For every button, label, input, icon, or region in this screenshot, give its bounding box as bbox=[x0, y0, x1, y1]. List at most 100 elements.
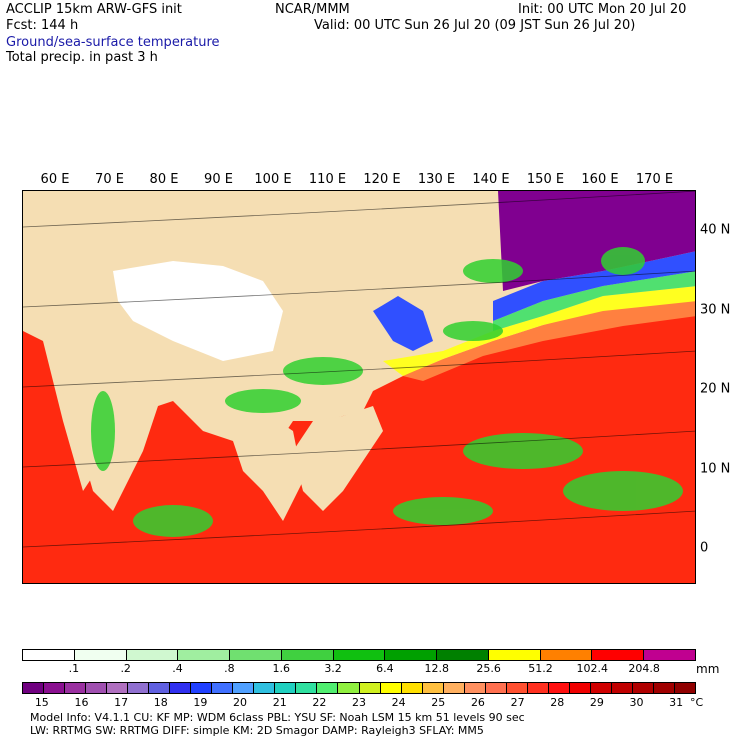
longitude-label: 170 E bbox=[635, 172, 674, 187]
temperature-color-cell bbox=[485, 683, 507, 693]
precip-color-cell bbox=[281, 650, 334, 660]
temperature-color-bar bbox=[22, 682, 696, 694]
temperature-color-cell bbox=[128, 683, 150, 693]
temperature-color-cell bbox=[86, 683, 108, 693]
temperature-tick-label: 16 bbox=[74, 696, 89, 709]
temperature-color-cell bbox=[338, 683, 360, 693]
indochina bbox=[223, 411, 303, 521]
precip-tick-label: 6.4 bbox=[376, 662, 394, 675]
temperature-color-cell bbox=[233, 683, 255, 693]
temperature-tick-label: 30 bbox=[629, 696, 644, 709]
precip-color-cell bbox=[333, 650, 386, 660]
temperature-color-cell bbox=[191, 683, 213, 693]
center-name: NCAR/MMM bbox=[275, 2, 350, 17]
model-title: ACCLIP 15km ARW-GFS init bbox=[6, 2, 182, 17]
temperature-color-cell bbox=[506, 683, 528, 693]
precip-tick-label: 3.2 bbox=[324, 662, 342, 675]
map-panel bbox=[22, 190, 696, 584]
temperature-color-cell bbox=[170, 683, 192, 693]
longitude-label: 90 E bbox=[204, 172, 233, 187]
ocean-mid bbox=[403, 299, 695, 381]
temperature-color-cell bbox=[65, 683, 87, 693]
temperature-color-cell bbox=[422, 683, 444, 693]
precip-unit: mm bbox=[696, 662, 720, 676]
precip-tick-label: 12.8 bbox=[424, 662, 450, 675]
precip-color-cell bbox=[178, 650, 231, 660]
field-name-precip: Total precip. in past 3 h bbox=[6, 50, 158, 65]
precip-color-cell bbox=[126, 650, 179, 660]
precip-color-cell bbox=[592, 650, 645, 660]
temperature-color-cell bbox=[653, 683, 675, 693]
temperature-color-cell bbox=[254, 683, 276, 693]
temperature-tick-label: 25 bbox=[431, 696, 446, 709]
temperature-tick-label: 20 bbox=[233, 696, 248, 709]
temperature-color-cell bbox=[527, 683, 549, 693]
temperature-color-cell bbox=[149, 683, 171, 693]
precip-color-cell bbox=[540, 650, 593, 660]
temperature-color-cell bbox=[44, 683, 66, 693]
temperature-color-cell bbox=[632, 683, 654, 693]
temperature-tick-label: 15 bbox=[34, 696, 49, 709]
latitude-label: 30 N bbox=[700, 302, 731, 317]
temperature-color-cell bbox=[611, 683, 633, 693]
temperature-tick-label: 21 bbox=[272, 696, 287, 709]
longitude-label: 120 E bbox=[363, 172, 401, 187]
temperature-tick-label: 26 bbox=[470, 696, 485, 709]
precip-tick-label: .2 bbox=[120, 662, 131, 675]
temperature-tick-label: 19 bbox=[193, 696, 208, 709]
longitude-label: 80 E bbox=[149, 172, 179, 187]
latitude-label: 0 bbox=[700, 540, 709, 556]
temperature-color-cell bbox=[464, 683, 486, 693]
ocean-coldest bbox=[498, 191, 695, 291]
tibetan-plateau bbox=[113, 261, 283, 361]
temperature-color-cell bbox=[401, 683, 423, 693]
temperature-color-cell bbox=[359, 683, 381, 693]
temperature-color-cell bbox=[569, 683, 591, 693]
latitude-label: 10 N bbox=[700, 461, 731, 476]
ocean-cool bbox=[383, 286, 695, 376]
precip-tick-label: .4 bbox=[172, 662, 183, 675]
longitude-label: 150 E bbox=[526, 172, 565, 187]
temperature-color-cell bbox=[275, 683, 297, 693]
longitude-label: 160 E bbox=[581, 172, 619, 187]
precip-tick-label: 25.6 bbox=[476, 662, 501, 675]
precip-color-cell bbox=[437, 650, 489, 660]
south-china-sea-coast bbox=[293, 406, 383, 511]
precip-color-cell bbox=[488, 650, 541, 660]
precip-color-cell bbox=[74, 650, 127, 660]
init-time: Init: 00 UTC Mon 20 Jul 20 bbox=[518, 2, 687, 17]
ocean-cold bbox=[493, 251, 695, 321]
field-name-temperature: Ground/sea-surface temperature bbox=[6, 35, 220, 50]
temperature-tick-label: 29 bbox=[589, 696, 604, 709]
temperature-color-cell bbox=[23, 683, 45, 693]
temperature-tick-label: 23 bbox=[352, 696, 366, 709]
longitude-label: 60 E bbox=[40, 172, 70, 187]
longitude-label: 140 E bbox=[472, 172, 510, 187]
precip-color-cell bbox=[23, 650, 75, 660]
longitude-label: 70 E bbox=[95, 172, 124, 187]
latitude-label: 40 N bbox=[700, 222, 731, 238]
precip-tick-label: .8 bbox=[224, 662, 235, 675]
temperature-tick-label: 24 bbox=[391, 696, 406, 709]
valid-time: Valid: 00 UTC Sun 26 Jul 20 (09 JST Sun … bbox=[314, 18, 636, 33]
temperature-color-cell bbox=[212, 683, 234, 693]
temperature-tick-label: 22 bbox=[312, 696, 327, 709]
model-info-line1: Model Info: V4.1.1 CU: KF MP: WDM 6class… bbox=[30, 711, 525, 724]
precip-color-cell bbox=[230, 650, 282, 660]
temperature-color-cell bbox=[380, 683, 402, 693]
grid-lines bbox=[23, 191, 695, 548]
map-canvas bbox=[23, 191, 695, 583]
precip-tick-label: 102.4 bbox=[576, 662, 609, 675]
temperature-color-cell bbox=[296, 683, 318, 693]
temperature-color-cell bbox=[590, 683, 612, 693]
precip-tick-label: 51.2 bbox=[528, 662, 553, 675]
temperature-color-cell bbox=[674, 683, 695, 693]
yellow-sea bbox=[373, 296, 433, 351]
precip-tick-label: 204.8 bbox=[628, 662, 660, 675]
precip-color-cell bbox=[385, 650, 438, 660]
precip-color-cell bbox=[644, 650, 695, 660]
temperature-color-cell bbox=[443, 683, 465, 693]
temperature-unit: °C bbox=[690, 696, 704, 709]
forecast-hour: Fcst: 144 h bbox=[6, 18, 79, 33]
ocean-green-band bbox=[493, 271, 695, 331]
